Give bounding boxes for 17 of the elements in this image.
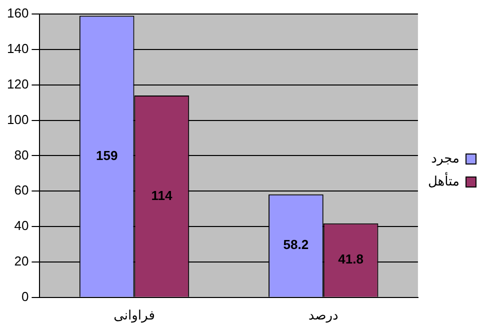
legend-label: متأهل — [428, 171, 460, 190]
x-tick-label: درصد — [308, 308, 339, 324]
y-tick-label: 20 — [14, 254, 29, 269]
y-tick-label: 80 — [14, 147, 29, 162]
data-label: 58.2 — [283, 237, 309, 252]
legend-label: مجرد — [431, 151, 460, 166]
data-label: 114 — [151, 188, 173, 203]
y-tick-label: 120 — [6, 76, 29, 92]
x-tick-label: فراوانی — [114, 308, 155, 324]
y-tick-label: 100 — [6, 112, 29, 127]
y-tick-label: 0 — [21, 288, 29, 304]
y-tick-label: 160 — [6, 6, 29, 21]
data-label: 41.8 — [338, 252, 364, 267]
y-tick-label: 140 — [6, 41, 29, 56]
y-tick-label: 40 — [14, 218, 29, 234]
data-label: 159 — [96, 148, 118, 163]
y-tick-label: 60 — [14, 182, 29, 198]
